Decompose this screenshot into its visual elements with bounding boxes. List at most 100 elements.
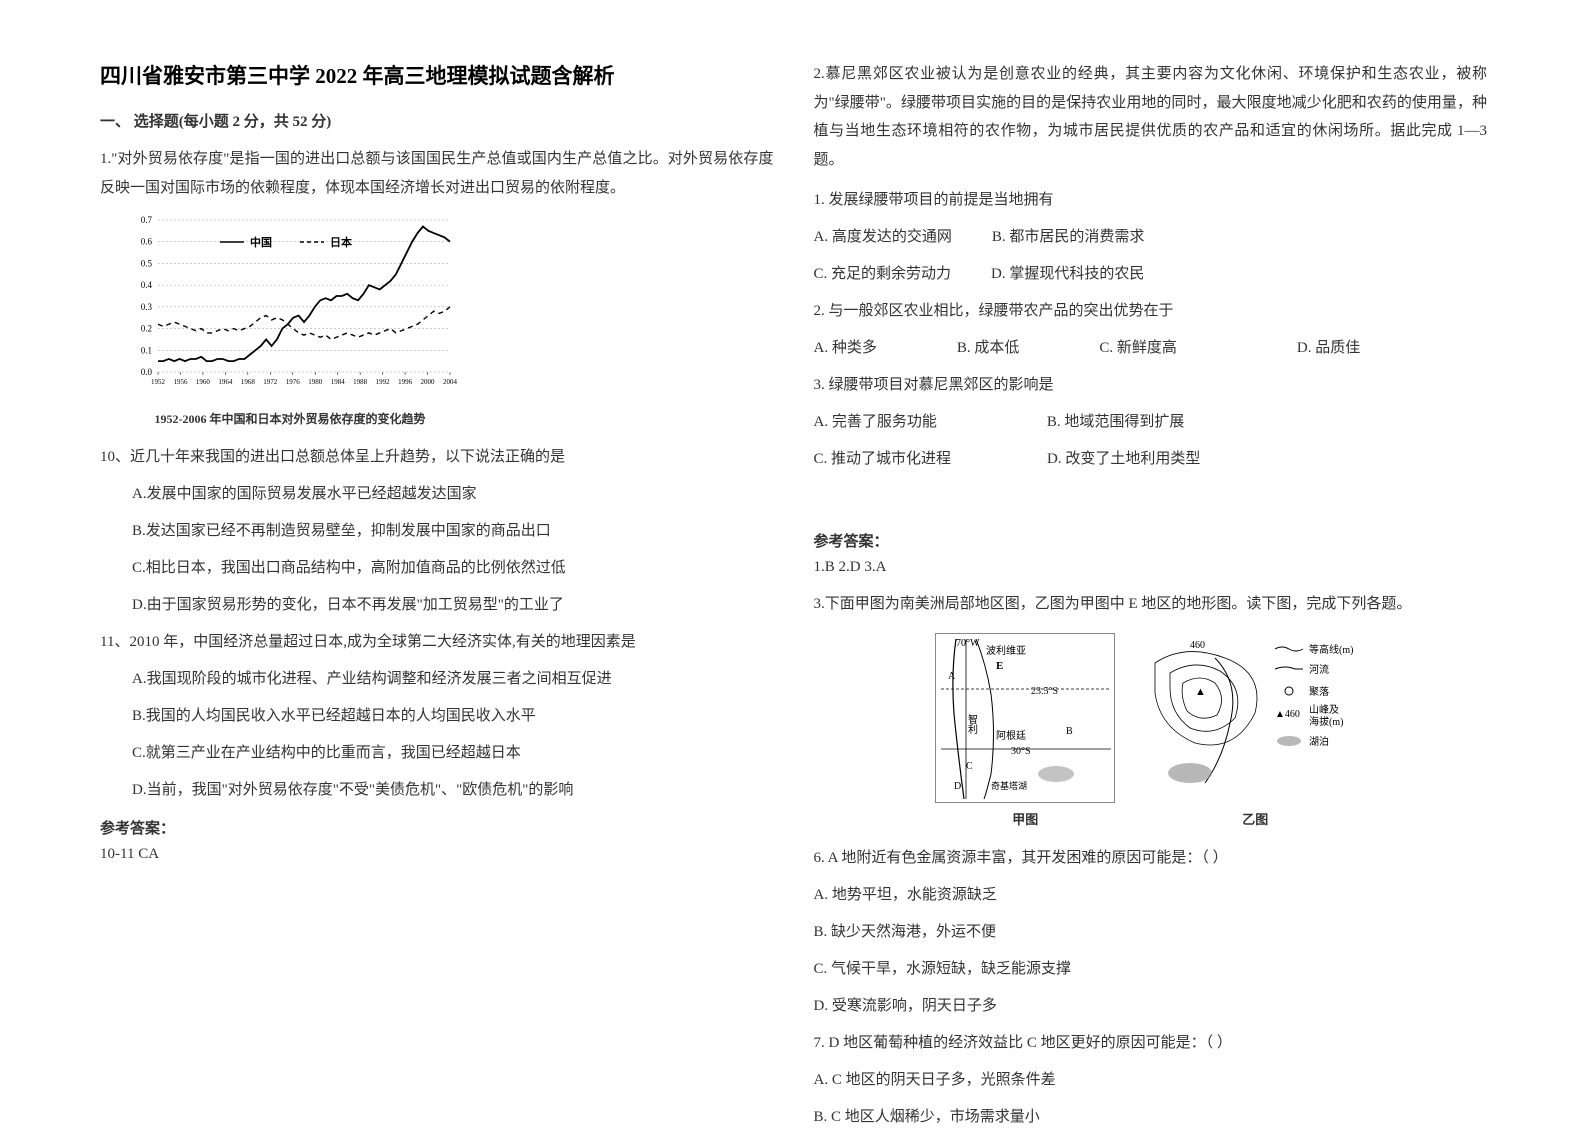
svg-text:0.5: 0.5	[141, 258, 153, 268]
q11-opt-c: C.就第三产业在产业结构中的比重而言，我国已经超越日本	[100, 737, 774, 770]
svg-text:1968: 1968	[241, 378, 256, 386]
leg-river: 河流	[1309, 663, 1329, 676]
q2-3-a: A. 完善了服务功能	[814, 406, 937, 439]
jia-argentina: 阿根廷	[996, 729, 1026, 742]
jia-b: B	[1066, 726, 1073, 737]
q10-opt-a: A.发展中国家的国际贸易发展水平已经超越发达国家	[100, 478, 774, 511]
yi-peak-icon: ▲	[1195, 686, 1206, 698]
svg-text:1988: 1988	[353, 378, 368, 386]
leg-lake: 湖泊	[1309, 736, 1329, 748]
q2-3-d: D. 改变了土地利用类型	[1047, 443, 1200, 476]
map-container: 70°W 23.5°S 30°S 波利维亚 E A B 智利 阿根廷 C	[814, 633, 1488, 828]
map-jia-caption: 甲图	[935, 809, 1115, 828]
q11-stem: 11、2010 年，中国经济总量超过日本,成为全球第二大经济实体,有关的地理因素…	[100, 626, 774, 659]
svg-text:1952: 1952	[151, 378, 166, 386]
q2-3-stem: 3. 绿腰带项目对慕尼黑郊区的影响是	[814, 369, 1488, 402]
q11-opt-d: D.当前，我国"对外贸易依存度"不受"美债危机"、"欧债危机"的影响	[100, 774, 774, 807]
answer-label-1: 参考答案：	[100, 817, 774, 838]
q6-a: A. 地势平坦，水能资源缺乏	[814, 879, 1488, 912]
svg-text:2004: 2004	[443, 378, 458, 386]
leg-contour: 等高线(m)	[1309, 643, 1353, 656]
chart-svg: 0.00.10.20.30.40.50.60.7 中国日本 1952195619…	[120, 212, 460, 402]
left-column: 四川省雅安市第三中学 2022 年高三地理模拟试题含解析 一、 选择题(每小题 …	[80, 60, 794, 1082]
q2-1-a: A. 高度发达的交通网	[814, 221, 952, 254]
jia-bolivia: 波利维亚	[986, 644, 1026, 657]
jia-c: C	[966, 761, 973, 772]
svg-text:1976: 1976	[286, 378, 301, 386]
jia-lat2: 30°S	[1011, 746, 1031, 757]
q7-stem: 7. D 地区葡萄种植的经济效益比 C 地区更好的原因可能是：（ ）	[814, 1027, 1488, 1060]
q3-intro: 3.下面甲图为南美洲局部地区图，乙图为甲图中 E 地区的地形图。读下图，完成下列…	[814, 590, 1488, 619]
jia-lat1: 23.5°S	[1031, 686, 1058, 697]
q2-2-b: B. 成本低	[957, 332, 1020, 365]
svg-text:0.2: 0.2	[141, 324, 152, 334]
jia-chile: 智利	[966, 712, 978, 733]
q10-opt-c: C.相比日本，我国出口商品结构中，高附加值商品的比例依然过低	[100, 552, 774, 585]
q2-3-c: C. 推动了城市化进程	[814, 443, 952, 476]
svg-text:1956: 1956	[173, 378, 188, 386]
q2-1-d: D. 掌握现代科技的农民	[991, 258, 1144, 291]
q11-opt-a: A.我国现阶段的城市化进程、产业结构调整和经济发展三者之间相互促进	[100, 663, 774, 696]
answer-2: 1.B 2.D 3.A	[814, 559, 1488, 576]
map-yi: 460 ▲ 等高线(m) 河流 聚落 ▲460 山	[1145, 633, 1365, 803]
svg-text:1960: 1960	[196, 378, 211, 386]
page-title: 四川省雅安市第三中学 2022 年高三地理模拟试题含解析	[100, 60, 774, 90]
q2-3-b: B. 地域范围得到扩展	[1047, 406, 1185, 439]
svg-text:1984: 1984	[331, 378, 346, 386]
q2-1-b: B. 都市居民的消费需求	[992, 221, 1145, 254]
jia-lake: 奇基塔湖	[991, 780, 1027, 791]
q2-intro: 2.慕尼黑郊区农业被认为是创意农业的经典，其主要内容为文化休闲、环境保护和生态农…	[814, 60, 1488, 174]
svg-text:0.0: 0.0	[141, 367, 153, 377]
answer-label-2: 参考答案：	[814, 530, 1488, 551]
svg-text:1980: 1980	[308, 378, 323, 386]
jia-e: E	[996, 660, 1003, 672]
q2-2-stem: 2. 与一般郊区农业相比，绿腰带农产品的突出优势在于	[814, 295, 1488, 328]
q6-stem: 6. A 地附近有色金属资源丰富，其开发困难的原因可能是：（ ）	[814, 842, 1488, 875]
leg-peak-1: 山峰及	[1309, 704, 1339, 716]
q10-opt-d: D.由于国家贸易形势的变化，日本不再发展"加工贸易型"的工业了	[100, 589, 774, 622]
q2-1-c: C. 充足的剩余劳动力	[814, 258, 952, 291]
chart-caption: 1952-2006 年中国和日本对外贸易依存度的变化趋势	[120, 410, 460, 427]
q6-b: B. 缺少天然海港，外运不便	[814, 916, 1488, 949]
yi-460: 460	[1190, 640, 1205, 651]
q2-3-row1: A. 完善了服务功能 B. 地域范围得到扩展	[814, 406, 1488, 439]
svg-text:1972: 1972	[263, 378, 278, 386]
section-header: 一、 选择题(每小题 2 分，共 52 分)	[100, 110, 774, 131]
svg-text:日本: 日本	[330, 235, 352, 249]
jia-d: D	[954, 781, 961, 792]
svg-text:1996: 1996	[398, 378, 413, 386]
q10-stem: 10、近几十年来我国的进出口总额总体呈上升趋势，以下说法正确的是	[100, 441, 774, 474]
svg-text:0.7: 0.7	[141, 215, 153, 225]
q11-opt-b: B.我国的人均国民收入水平已经超越日本的人均国民收入水平	[100, 700, 774, 733]
q2-2-row: A. 种类多 B. 成本低 C. 新鲜度高 D. 品质佳	[814, 332, 1488, 365]
map-yi-box: 460 ▲ 等高线(m) 河流 聚落 ▲460 山	[1145, 633, 1365, 828]
right-column: 2.慕尼黑郊区农业被认为是创意农业的经典，其主要内容为文化休闲、环境保护和生态农…	[794, 60, 1508, 1082]
leg-settlement: 聚落	[1309, 686, 1329, 698]
svg-text:1964: 1964	[218, 378, 233, 386]
svg-text:中国: 中国	[250, 235, 272, 249]
map-jia-box: 70°W 23.5°S 30°S 波利维亚 E A B 智利 阿根廷 C	[935, 633, 1115, 828]
q2-2-d: D. 品质佳	[1297, 332, 1360, 365]
q6-d: D. 受寒流影响，阴天日子多	[814, 990, 1488, 1023]
svg-text:0.1: 0.1	[141, 345, 152, 355]
svg-text:2000: 2000	[421, 378, 436, 386]
q7-a: A. C 地区的阴天日子多，光照条件差	[814, 1064, 1488, 1097]
q6-c: C. 气候干旱，水源短缺，缺乏能源支撑	[814, 953, 1488, 986]
q2-2-c: C. 新鲜度高	[1099, 332, 1177, 365]
trade-dependency-chart: 0.00.10.20.30.40.50.60.7 中国日本 1952195619…	[120, 212, 460, 402]
leg-peak-sample: ▲460	[1275, 709, 1300, 720]
answer-1: 10-11 CA	[100, 846, 774, 863]
q2-1-stem: 1. 发展绿腰带项目的前提是当地拥有	[814, 184, 1488, 217]
svg-text:0.4: 0.4	[141, 280, 153, 290]
leg-peak-2: 海拔(m)	[1309, 715, 1343, 728]
svg-text:1992: 1992	[376, 378, 391, 386]
q2-1-row1: A. 高度发达的交通网 B. 都市居民的消费需求	[814, 221, 1488, 254]
jia-a: A	[948, 671, 956, 682]
q10-opt-b: B.发达国家已经不再制造贸易壁垒，抑制发展中国家的商品出口	[100, 515, 774, 548]
svg-text:0.3: 0.3	[141, 302, 153, 312]
q7-b: B. C 地区人烟稀少，市场需求量小	[814, 1101, 1488, 1134]
map-jia: 70°W 23.5°S 30°S 波利维亚 E A B 智利 阿根廷 C	[935, 633, 1115, 803]
q2-3-row2: C. 推动了城市化进程 D. 改变了土地利用类型	[814, 443, 1488, 476]
q2-1-row2: C. 充足的剩余劳动力 D. 掌握现代科技的农民	[814, 258, 1488, 291]
q1-intro: 1."对外贸易依存度"是指一国的进出口总额与该国国民生产总值或国内生产总值之比。…	[100, 145, 774, 202]
